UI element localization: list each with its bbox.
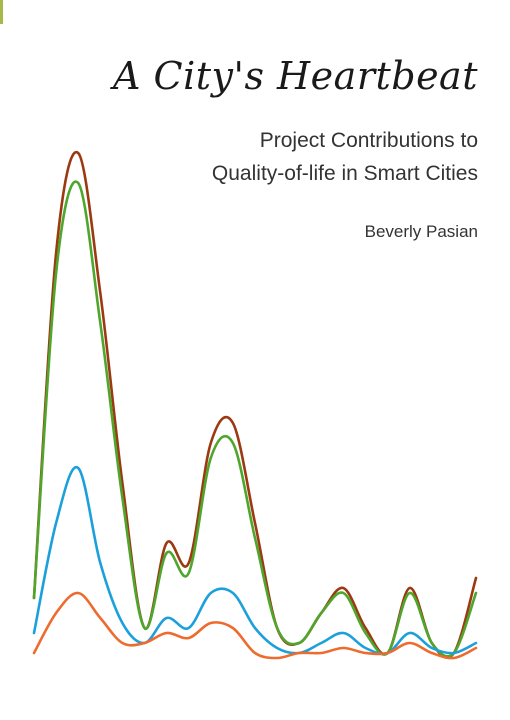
corner-accent-mark xyxy=(0,0,3,24)
book-title: A City's Heartbeat xyxy=(113,54,478,98)
subtitle-line-1: Project Contributions to xyxy=(259,129,478,152)
series-line-3 xyxy=(32,465,478,656)
book-subtitle: Project Contributions to Quality-of-life… xyxy=(148,124,478,190)
series-line-4 xyxy=(32,591,478,660)
series-line-2 xyxy=(32,180,478,658)
subtitle-line-2: Quality-of-life in Smart Cities xyxy=(211,162,478,185)
author-name: Beverly Pasian xyxy=(364,222,478,241)
